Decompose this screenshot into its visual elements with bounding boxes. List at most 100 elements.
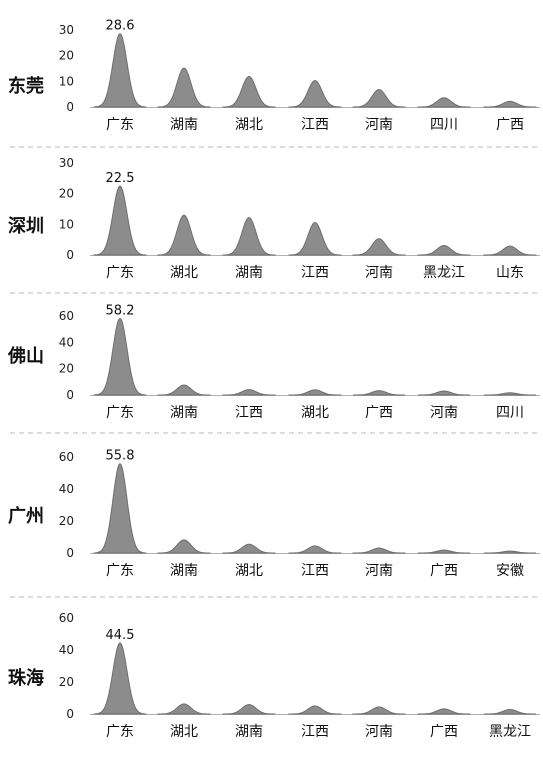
peak-广东 bbox=[93, 463, 147, 554]
x-tick-label: 湖南 bbox=[170, 563, 198, 579]
x-tick-label: 广东 bbox=[106, 265, 134, 281]
y-tick-label: 0 bbox=[66, 546, 74, 560]
y-tick-label: 20 bbox=[59, 362, 74, 376]
x-tick-label: 湖北 bbox=[235, 563, 263, 579]
x-tick-label: 广东 bbox=[106, 405, 134, 421]
peak-value-label: 55.8 bbox=[106, 449, 135, 464]
peak-江西 bbox=[288, 80, 342, 108]
y-tick-label: 20 bbox=[59, 675, 74, 689]
x-tick-label: 四川 bbox=[496, 405, 524, 421]
peak-湖北 bbox=[222, 75, 276, 108]
y-tick-label: 10 bbox=[59, 74, 74, 88]
x-tick-label: 江西 bbox=[235, 405, 263, 421]
peak-湖南 bbox=[222, 217, 276, 256]
peak-河南 bbox=[352, 706, 406, 715]
peak-湖南 bbox=[222, 704, 276, 715]
peak-value-label: 58.2 bbox=[106, 303, 135, 318]
peak-湖北 bbox=[222, 543, 276, 554]
city-label: 深圳 bbox=[8, 215, 44, 237]
y-tick-label: 40 bbox=[59, 643, 74, 657]
peak-湖北 bbox=[157, 703, 211, 715]
x-tick-label: 湖南 bbox=[170, 117, 198, 133]
x-tick-label: 江西 bbox=[301, 117, 329, 133]
peak-湖南 bbox=[157, 67, 211, 108]
peak-四川 bbox=[484, 392, 536, 396]
y-tick-label: 30 bbox=[59, 23, 74, 37]
city-label: 广州 bbox=[8, 505, 44, 527]
x-tick-label: 河南 bbox=[365, 563, 393, 579]
y-tick-label: 20 bbox=[59, 187, 74, 201]
peak-湖南 bbox=[157, 539, 211, 554]
y-tick-label: 0 bbox=[66, 388, 74, 402]
x-tick-label: 安徽 bbox=[496, 563, 524, 579]
x-tick-label: 湖北 bbox=[235, 117, 263, 133]
peak-广西 bbox=[417, 708, 471, 715]
peak-江西 bbox=[288, 221, 342, 256]
y-tick-label: 0 bbox=[66, 248, 74, 262]
peak-value-label: 28.6 bbox=[106, 19, 135, 34]
peak-黑龙江 bbox=[417, 244, 471, 256]
peak-广东 bbox=[93, 32, 147, 108]
peak-河南 bbox=[352, 238, 406, 256]
y-tick-label: 40 bbox=[59, 335, 74, 349]
city-label: 佛山 bbox=[7, 345, 44, 367]
peak-湖北 bbox=[288, 389, 342, 396]
x-tick-label: 湖南 bbox=[235, 724, 263, 740]
peak-江西 bbox=[288, 705, 342, 715]
y-tick-label: 0 bbox=[66, 707, 74, 721]
peak-广东 bbox=[93, 317, 147, 396]
y-tick-label: 20 bbox=[59, 49, 74, 63]
peak-四川 bbox=[417, 97, 471, 108]
x-tick-label: 山东 bbox=[496, 265, 524, 281]
peak-广西 bbox=[483, 100, 537, 108]
x-tick-label: 河南 bbox=[365, 265, 393, 281]
peak-江西 bbox=[222, 389, 276, 396]
peak-河南 bbox=[417, 390, 471, 396]
peak-广西 bbox=[352, 390, 406, 396]
peak-河南 bbox=[352, 547, 406, 554]
y-tick-label: 20 bbox=[59, 514, 74, 528]
x-tick-label: 湖南 bbox=[235, 265, 263, 281]
peak-广东 bbox=[93, 185, 147, 256]
x-tick-label: 广东 bbox=[106, 563, 134, 579]
y-tick-label: 10 bbox=[59, 217, 74, 231]
x-tick-label: 广西 bbox=[430, 724, 458, 740]
peak-江西 bbox=[288, 545, 342, 554]
y-tick-label: 60 bbox=[59, 450, 74, 464]
x-tick-label: 广西 bbox=[496, 117, 524, 133]
x-tick-label: 湖北 bbox=[170, 724, 198, 740]
x-tick-label: 湖北 bbox=[301, 405, 329, 421]
x-tick-label: 河南 bbox=[365, 117, 393, 133]
x-tick-label: 江西 bbox=[301, 265, 329, 281]
x-tick-label: 广西 bbox=[365, 405, 393, 421]
y-tick-label: 30 bbox=[59, 156, 74, 170]
peak-广东 bbox=[93, 642, 147, 715]
city-label: 珠海 bbox=[8, 667, 44, 689]
peak-安徽 bbox=[484, 550, 536, 554]
peak-黑龙江 bbox=[483, 709, 537, 715]
x-tick-label: 黑龙江 bbox=[489, 724, 531, 740]
peak-value-label: 22.5 bbox=[106, 171, 135, 186]
peak-value-label: 44.5 bbox=[106, 628, 135, 643]
y-tick-label: 0 bbox=[66, 100, 74, 114]
y-tick-label: 60 bbox=[59, 611, 74, 625]
x-tick-label: 广西 bbox=[430, 563, 458, 579]
x-tick-label: 江西 bbox=[301, 724, 329, 740]
x-tick-label: 湖南 bbox=[170, 405, 198, 421]
peak-山东 bbox=[483, 245, 537, 256]
peak-湖南 bbox=[157, 384, 211, 396]
x-tick-label: 河南 bbox=[430, 405, 458, 421]
peak-河南 bbox=[352, 89, 406, 108]
peak-湖北 bbox=[157, 214, 211, 256]
x-tick-label: 广东 bbox=[106, 117, 134, 133]
y-tick-label: 40 bbox=[59, 482, 74, 496]
x-tick-label: 江西 bbox=[301, 563, 329, 579]
y-tick-label: 60 bbox=[59, 309, 74, 323]
x-tick-label: 四川 bbox=[430, 117, 458, 133]
x-tick-label: 广东 bbox=[106, 724, 134, 740]
city-label: 东莞 bbox=[8, 75, 44, 97]
x-tick-label: 黑龙江 bbox=[423, 265, 465, 281]
peak-广西 bbox=[418, 549, 470, 554]
x-tick-label: 河南 bbox=[365, 724, 393, 740]
